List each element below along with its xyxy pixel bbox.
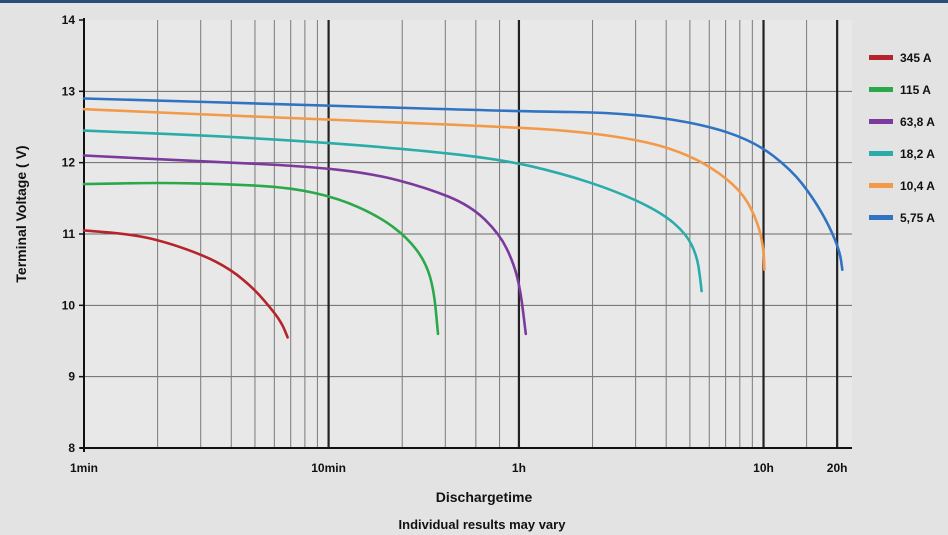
- legend-swatch: [869, 183, 893, 188]
- series-line-3: [82, 154, 528, 336]
- legend-label: 115 A: [900, 83, 931, 97]
- x-tick-labels: 1min 10min 1h 10h 20h: [70, 461, 848, 475]
- legend-swatch: [869, 119, 893, 124]
- series-line-1: [82, 229, 289, 339]
- series-line-4: [82, 129, 703, 293]
- legend-swatch: [869, 215, 893, 220]
- y-tick-label: 12: [62, 156, 76, 170]
- y-tick-label: 13: [62, 84, 76, 98]
- x-tick-label: 20h: [827, 461, 848, 475]
- legend-label: 10,4 A: [900, 179, 935, 193]
- x-tick-label: 1min: [70, 461, 98, 475]
- series-lines: [82, 97, 844, 339]
- y-tick-label: 8: [68, 441, 75, 455]
- x-tick-label: 10h: [753, 461, 774, 475]
- y-tick-label: 10: [62, 298, 76, 312]
- legend-swatch: [869, 151, 893, 156]
- y-tick-label: 11: [62, 227, 75, 241]
- legend: 345 A 115 A 63,8 A 18,2 A 10,4 A 5,75 A: [869, 51, 935, 225]
- series-line-5: [82, 107, 766, 271]
- legend-label: 18,2 A: [900, 147, 935, 161]
- x-tick-label: 1h: [512, 461, 526, 475]
- grid-lines: [84, 20, 852, 448]
- x-axis-title: Dischargetime: [436, 489, 533, 505]
- legend-swatch: [869, 87, 893, 92]
- y-axis-title: Terminal Voltage ( V): [13, 145, 29, 282]
- series-line-2: [82, 181, 440, 336]
- legend-label: 63,8 A: [900, 115, 935, 129]
- series-line-6: [82, 97, 844, 271]
- axes: [79, 18, 852, 452]
- top-accent-bar: [0, 0, 948, 3]
- x-tick-label: 10min: [311, 461, 346, 475]
- y-tick-label: 14: [62, 13, 76, 27]
- y-tick-label: 9: [68, 370, 75, 384]
- footnote: Individual results may vary: [399, 517, 567, 532]
- legend-label: 5,75 A: [900, 211, 935, 225]
- legend-label: 345 A: [900, 51, 932, 65]
- y-tick-labels: 8 9 10 11 12 13 14: [62, 13, 76, 455]
- legend-swatch: [869, 55, 893, 60]
